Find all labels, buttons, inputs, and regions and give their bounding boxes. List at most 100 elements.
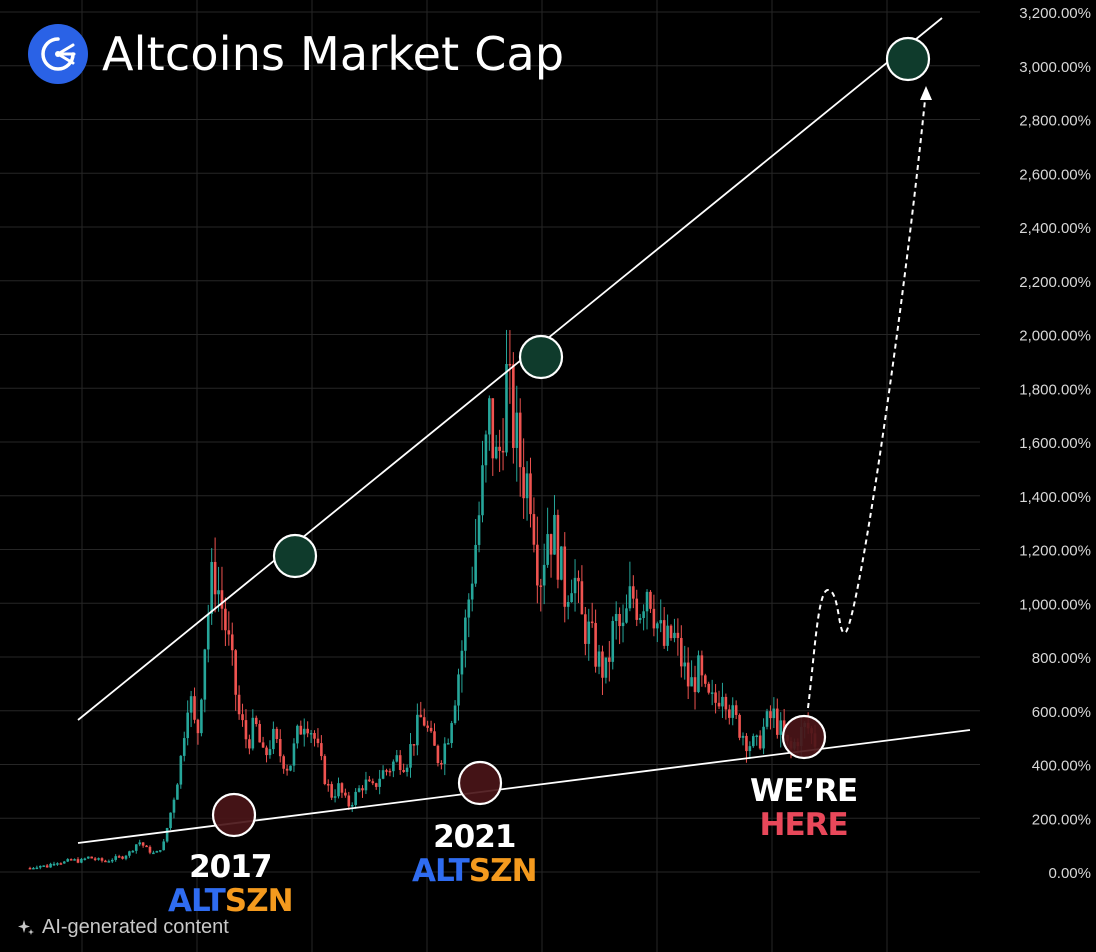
candle-body bbox=[230, 634, 234, 651]
candle-body bbox=[344, 792, 347, 796]
candle-body bbox=[765, 711, 769, 727]
candle-body bbox=[512, 364, 515, 448]
candle-body bbox=[618, 614, 621, 627]
candle-body bbox=[83, 858, 87, 860]
annotation-2017: 2017 ALTSZN bbox=[168, 849, 294, 918]
candle-body bbox=[241, 714, 244, 721]
y-tick-label: 2,400.00% bbox=[1019, 220, 1091, 237]
candle-body bbox=[337, 783, 340, 797]
candle-body bbox=[320, 743, 323, 757]
candle-body bbox=[714, 692, 717, 703]
candle-body bbox=[573, 577, 577, 594]
candle-body bbox=[302, 728, 306, 735]
candle-body bbox=[371, 781, 375, 784]
candle-body bbox=[628, 586, 632, 609]
candle-body bbox=[728, 709, 731, 718]
candle-body bbox=[680, 637, 683, 667]
candle-body bbox=[484, 434, 488, 466]
candle-body bbox=[182, 738, 186, 756]
candle-body bbox=[542, 564, 546, 586]
candle-body bbox=[755, 735, 759, 738]
candle-body bbox=[536, 544, 539, 586]
candle-body bbox=[121, 856, 124, 859]
annotation-2021-alt: ALT bbox=[412, 853, 470, 889]
sparkle-icon bbox=[18, 919, 34, 935]
candle-body bbox=[158, 850, 162, 852]
projection-arrow-head bbox=[920, 86, 932, 100]
candle-body bbox=[666, 625, 669, 646]
candle-body bbox=[724, 696, 728, 710]
candle-body bbox=[114, 856, 117, 860]
candle-body bbox=[745, 735, 748, 752]
candle-body bbox=[494, 446, 498, 459]
annotation-here-line2: HERE bbox=[759, 807, 849, 843]
candle-body bbox=[717, 702, 721, 707]
candle-body bbox=[398, 755, 402, 771]
candle-body bbox=[56, 863, 59, 865]
candle-body bbox=[210, 561, 213, 614]
candle-body bbox=[32, 867, 35, 870]
candle-body bbox=[594, 623, 597, 667]
candle-body bbox=[601, 651, 604, 678]
candle-body bbox=[673, 632, 676, 639]
candle-body bbox=[227, 630, 231, 635]
y-tick-label: 3,000.00% bbox=[1019, 59, 1091, 76]
candle-body bbox=[237, 694, 241, 715]
candle-body bbox=[693, 677, 697, 693]
y-tick-label: 2,800.00% bbox=[1019, 113, 1091, 130]
candle-body bbox=[385, 770, 388, 772]
candle-body bbox=[374, 783, 378, 787]
candle-body bbox=[453, 705, 457, 724]
candle-body bbox=[608, 657, 611, 662]
candle-body bbox=[272, 728, 275, 750]
candle-body bbox=[340, 783, 344, 793]
candle-body bbox=[412, 744, 416, 746]
candle-body bbox=[505, 363, 508, 453]
annotation-2017-year: 2017 bbox=[189, 849, 272, 885]
candle-body bbox=[292, 743, 296, 766]
candle-body bbox=[45, 865, 49, 868]
candle-body bbox=[597, 651, 601, 667]
candle-body bbox=[107, 861, 111, 863]
candle-body bbox=[751, 736, 755, 747]
candle-body bbox=[316, 738, 320, 744]
ai-generated-label: AI-generated content bbox=[42, 916, 229, 938]
ai-generated-note: AI-generated content bbox=[16, 916, 229, 939]
candle-body bbox=[422, 717, 426, 726]
candle-body bbox=[217, 590, 220, 595]
candle-body bbox=[261, 742, 265, 748]
candle-body bbox=[621, 622, 625, 627]
candle-body bbox=[611, 621, 615, 662]
candle-body bbox=[176, 784, 179, 800]
y-tick-label: 3,200.00% bbox=[1019, 5, 1091, 22]
candle-body bbox=[625, 608, 628, 623]
candle-body bbox=[38, 865, 42, 868]
candle-body bbox=[587, 621, 591, 644]
candle-body bbox=[193, 696, 196, 720]
candle-body bbox=[196, 719, 200, 734]
candle-body bbox=[395, 755, 399, 762]
candle-body bbox=[649, 591, 652, 609]
candle-body bbox=[100, 858, 104, 861]
candle-body bbox=[775, 708, 779, 735]
y-tick-label: 0.00% bbox=[1048, 865, 1091, 882]
candle-body bbox=[388, 770, 392, 773]
candle-body bbox=[224, 608, 227, 631]
candle-body bbox=[131, 850, 135, 853]
candle-body bbox=[443, 743, 447, 764]
trough-marker-2 bbox=[457, 760, 503, 806]
candle-body bbox=[577, 577, 580, 582]
annotation-2021: 2021 ALTSZN bbox=[412, 820, 538, 889]
candle-body bbox=[638, 618, 642, 620]
candle-body bbox=[731, 705, 735, 718]
candle-body bbox=[392, 761, 395, 772]
candle-body bbox=[566, 602, 570, 607]
resistance-trendline bbox=[77, 17, 943, 721]
candle-body bbox=[700, 655, 704, 676]
candle-body bbox=[80, 858, 83, 863]
candle-body bbox=[436, 745, 440, 763]
candle-body bbox=[429, 727, 433, 732]
candle-body bbox=[604, 657, 608, 678]
y-tick-label: 1,800.00% bbox=[1019, 381, 1091, 398]
